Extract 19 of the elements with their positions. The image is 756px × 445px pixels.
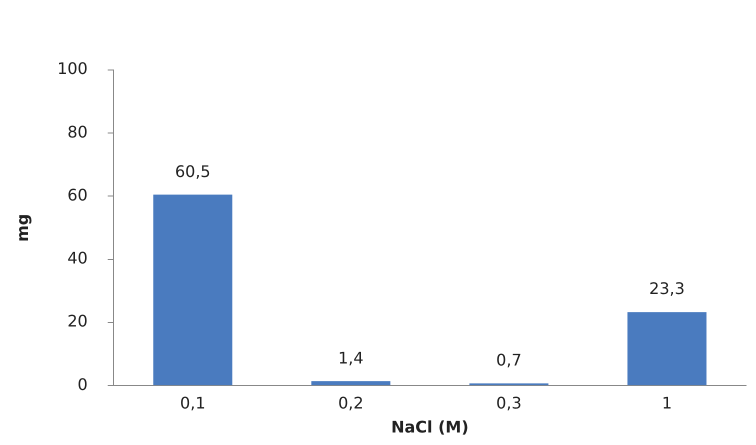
x-tick-label: 0,1 — [180, 393, 206, 412]
y-tick-label: 20 — [67, 312, 88, 331]
data-label: 23,3 — [649, 279, 685, 298]
bar — [311, 381, 390, 386]
y-tick-label: 40 — [67, 248, 88, 268]
x-axis-title: NaCl (M) — [391, 418, 469, 437]
x-tick-label: 1 — [662, 393, 672, 412]
data-label: 0,7 — [496, 350, 522, 370]
y-tick-label: 60 — [67, 185, 88, 204]
bar — [627, 312, 706, 386]
data-label: 1,4 — [338, 348, 364, 368]
y-tick-label: 100 — [57, 59, 88, 78]
y-axis-title: mg — [12, 214, 32, 242]
x-tick-label: 0,3 — [496, 393, 522, 412]
y-tick-label: 0 — [78, 374, 88, 394]
bar — [153, 194, 232, 386]
y-tick-label: 80 — [67, 122, 88, 142]
x-tick-label: 0,2 — [338, 393, 364, 412]
data-label: 60,5 — [174, 162, 211, 181]
